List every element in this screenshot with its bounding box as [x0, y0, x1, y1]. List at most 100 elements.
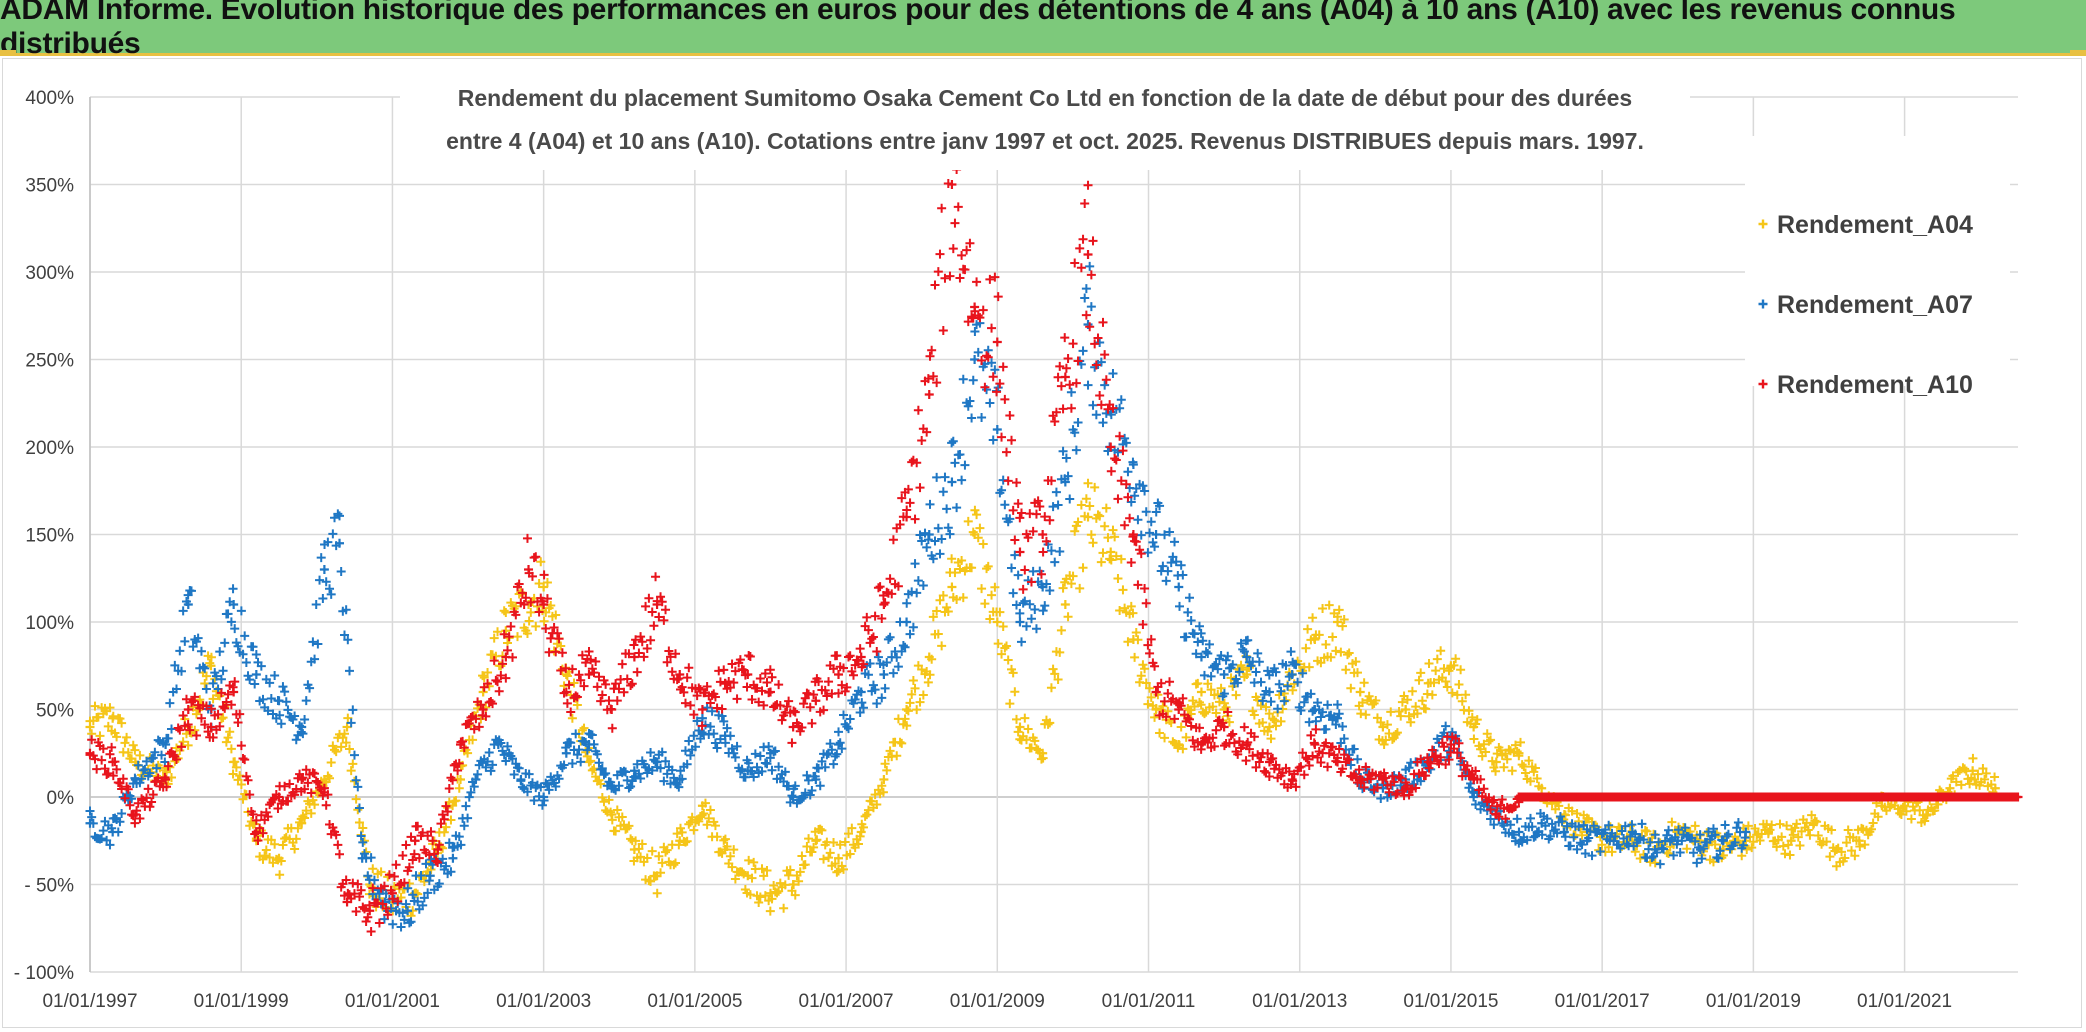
grid: [89, 96, 2018, 973]
data-point: [1389, 777, 1399, 787]
data-point: [725, 851, 735, 861]
data-point: [512, 632, 522, 642]
data-point: [933, 267, 943, 277]
data-point: [601, 805, 611, 815]
data-point: [1120, 433, 1130, 443]
data-point: [198, 662, 208, 672]
data-point: [1068, 339, 1078, 349]
data-point: [554, 774, 564, 784]
data-point: [1140, 583, 1150, 593]
data-point: [291, 735, 301, 745]
data-point: [922, 542, 932, 552]
data-point: [1138, 620, 1148, 630]
data-point: [1467, 787, 1477, 797]
data-point: [200, 720, 210, 730]
data-point: [178, 737, 188, 747]
data-point: [1514, 827, 1524, 837]
data-point: [517, 588, 527, 598]
data-point: [1264, 709, 1274, 719]
data-point: [1070, 428, 1080, 438]
data-point: [1283, 681, 1293, 691]
data-point: [1296, 706, 1306, 716]
data-point: [1076, 500, 1086, 510]
data-point: [672, 829, 682, 839]
data-point: [933, 629, 943, 639]
data-point: [336, 566, 346, 576]
data-point: [426, 827, 436, 837]
data-point: [958, 374, 968, 384]
data-point: [908, 676, 918, 686]
data-point: [1565, 841, 1575, 851]
data-point: [636, 773, 646, 783]
data-point: [1750, 823, 1760, 833]
data-point: [729, 678, 739, 688]
data-point: [967, 312, 977, 322]
data-point: [659, 615, 669, 625]
data-point: [449, 760, 459, 770]
data-point: [1066, 387, 1076, 397]
data-point: [1451, 734, 1461, 744]
data-point: [369, 875, 379, 885]
data-point: [539, 582, 549, 592]
data-point: [1008, 668, 1018, 678]
data-point: [295, 721, 305, 731]
data-point: [448, 775, 458, 785]
data-point: [103, 721, 113, 731]
data-point: [531, 552, 541, 562]
data-point: [1208, 733, 1218, 743]
data-point: [1239, 672, 1249, 682]
data-point: [191, 730, 201, 740]
data-point: [140, 764, 150, 774]
data-point: [105, 703, 115, 713]
data-point: [1652, 848, 1662, 858]
data-point: [662, 769, 672, 779]
data-point: [1116, 554, 1126, 564]
data-point: [910, 683, 920, 693]
data-point: [1311, 716, 1321, 726]
data-point: [1452, 690, 1462, 700]
data-point: [378, 899, 388, 909]
data-point: [1968, 753, 1978, 763]
data-point: [661, 847, 671, 857]
y-tick-label: 350%: [25, 176, 74, 197]
data-point: [1165, 527, 1175, 537]
data-point: [1081, 310, 1091, 320]
data-point: [893, 662, 903, 672]
data-point: [770, 746, 780, 756]
data-point: [839, 710, 849, 720]
data-point: [1339, 615, 1349, 625]
data-point: [88, 818, 98, 828]
data-point: [404, 918, 414, 928]
data-point: [705, 722, 715, 732]
data-point: [858, 659, 868, 669]
data-point: [203, 727, 213, 737]
data-point: [702, 703, 712, 713]
data-point: [629, 640, 639, 650]
data-point: [113, 827, 123, 837]
data-point: [958, 593, 968, 603]
data-point: [489, 633, 499, 643]
data-point: [928, 554, 938, 564]
data-point: [366, 927, 376, 937]
data-point: [744, 650, 754, 660]
data-point: [1020, 713, 1030, 723]
data-point: [1484, 736, 1494, 746]
data-point: [1146, 634, 1156, 644]
data-point: [1236, 660, 1246, 670]
data-point: [503, 741, 513, 751]
data-point: [127, 754, 137, 764]
data-point: [208, 678, 218, 688]
data-point: [183, 705, 193, 714]
data-point: [1161, 712, 1171, 722]
data-point: [1060, 600, 1070, 609]
data-point: [1121, 479, 1131, 489]
data-point: [471, 714, 481, 724]
data-point: [541, 778, 551, 788]
data-point: [1499, 762, 1509, 772]
data-point: [1002, 447, 1012, 457]
data-point: [800, 788, 810, 798]
data-point: [1303, 624, 1313, 634]
data-point: [923, 535, 933, 545]
data-point: [170, 660, 180, 670]
